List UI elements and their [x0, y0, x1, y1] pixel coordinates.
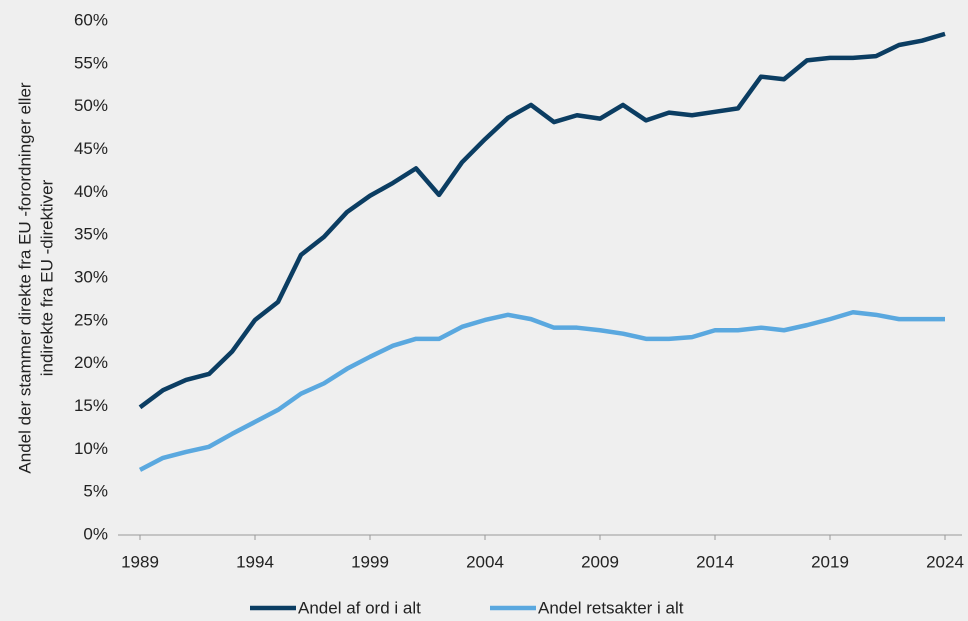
series-line — [138, 31, 946, 410]
y-axis-label: Andel der stammer direkte fra EU -forord… — [15, 82, 56, 473]
x-tick-label: 1989 — [121, 552, 159, 571]
x-tick-label: 2014 — [696, 552, 734, 571]
y-tick-label: 5% — [83, 482, 108, 501]
y-tick-label: 45% — [74, 139, 108, 158]
x-tick-label: 1999 — [351, 552, 389, 571]
y-tick-label: 40% — [74, 182, 108, 201]
y-tick-label: 25% — [74, 310, 108, 329]
y-tick-label: 20% — [74, 353, 108, 372]
x-tick-label: 2019 — [811, 552, 849, 571]
y-tick-label: 0% — [83, 524, 108, 543]
y-tick-label: 10% — [74, 439, 108, 458]
legend-label: Andel af ord i alt — [298, 598, 421, 617]
x-tick-label: 2024 — [926, 552, 964, 571]
y-tick-label: 30% — [74, 267, 108, 286]
x-tick-label: 2004 — [466, 552, 504, 571]
legend-label: Andel retsakter i alt — [538, 598, 684, 617]
y-tick-label: 50% — [74, 96, 108, 115]
y-tick-label: 60% — [74, 10, 108, 29]
y-axis-label-line: Andel der stammer direkte fra EU -forord… — [15, 82, 34, 473]
y-tick-label: 35% — [74, 225, 108, 244]
x-tick-label: 1994 — [236, 552, 274, 571]
series-line — [138, 310, 945, 472]
x-tick-label: 2009 — [581, 552, 619, 571]
y-axis-label-line: indirekte fra EU -direktiver — [37, 179, 56, 376]
y-tick-label: 55% — [74, 53, 108, 72]
y-tick-label: 15% — [74, 396, 108, 415]
